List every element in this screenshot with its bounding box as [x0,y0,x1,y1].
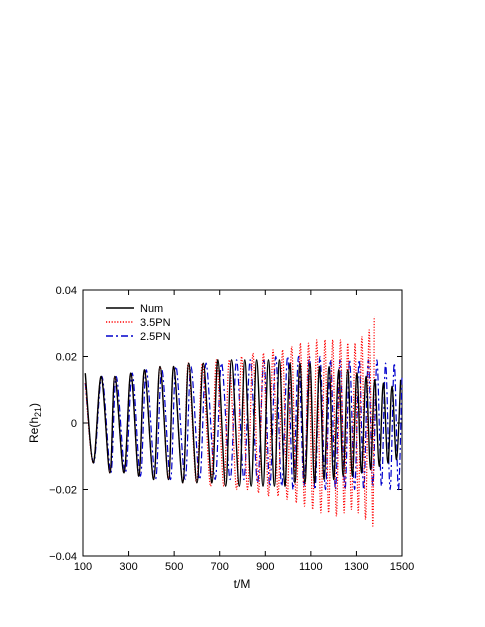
x-tick-label: 1300 [344,561,368,573]
series-line-2-5pn [84,355,403,491]
y-axis-title: Re(h21) [27,403,43,443]
series-layer [84,316,403,527]
legend-label: Num [140,303,163,315]
axis-ticks: 100 300 500 700 900 1100 1300 1500 −0.04 −0.02 0 0.… [49,285,414,573]
x-tick-label: 1100 [299,561,323,573]
series-line-num [84,359,402,487]
y-tick-label: −0.02 [49,485,77,497]
y-tick-label: 0.02 [56,352,77,364]
y-axis-title-close: ) [27,403,41,407]
y-axis-title-sub: 21 [33,407,43,417]
x-tick-label: 500 [165,561,183,573]
x-tick-label: 1500 [390,561,414,573]
x-tick-label: 700 [211,561,229,573]
y-axis-title-main: Re(h [27,417,41,443]
legend: Num 3.5PN 2.5PN [106,303,171,343]
legend-label: 2.5PN [140,331,171,343]
legend-label: 3.5PN [140,317,171,329]
series-line-3-5pn [84,316,375,527]
x-axis-title: t/M [234,577,251,591]
x-tick-label: 300 [119,561,137,573]
y-tick-label: 0.04 [56,285,77,297]
x-tick-label: 100 [74,561,92,573]
y-tick-label: 0 [71,418,77,430]
x-tick-label: 900 [256,561,274,573]
y-tick-label: −0.04 [49,551,77,563]
